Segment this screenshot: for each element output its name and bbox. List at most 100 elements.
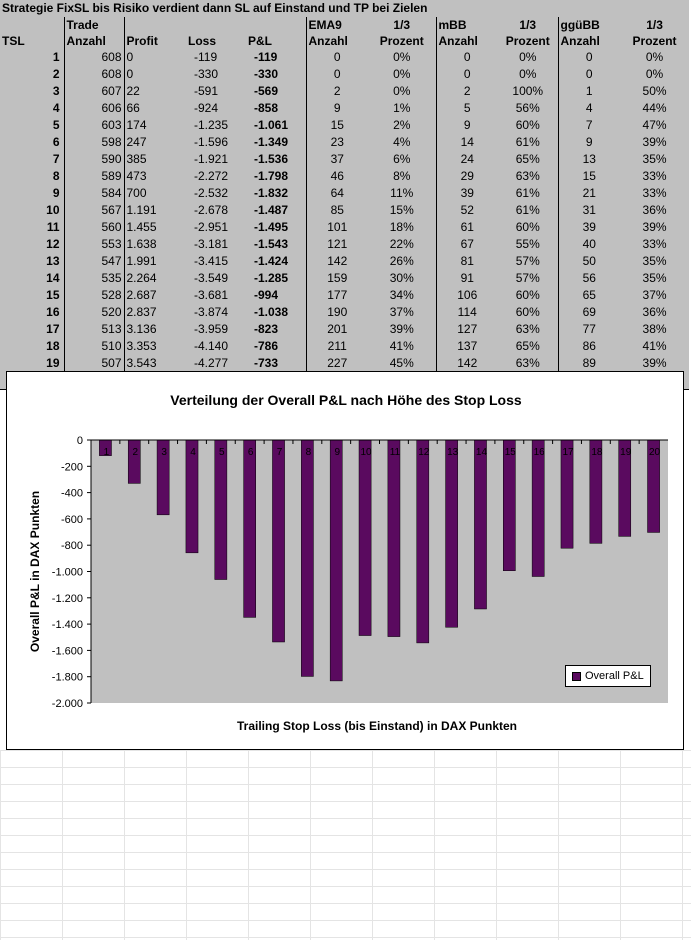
table-cell: 91 xyxy=(435,270,498,287)
table-cell: 4 xyxy=(0,100,65,117)
table-cell: 11% xyxy=(390,186,414,200)
table-cell: 7 xyxy=(557,117,620,134)
x-tick-label: 10 xyxy=(361,447,373,458)
table-cell: 33% xyxy=(642,237,667,251)
header-cell: Loss xyxy=(188,34,217,48)
table-title: Strategie FixSL bis Risiko verdient dann… xyxy=(2,1,428,15)
legend-label: Overall P&L xyxy=(585,670,644,682)
table-row: 16 520 2.837 -3.874 -1.038 190 37% 114 60% 69 36% xyxy=(0,304,689,321)
table-cell: 1 xyxy=(0,49,65,66)
x-tick-label: 6 xyxy=(248,447,254,458)
table-cell: 15 xyxy=(305,117,368,134)
table-cell: 77 xyxy=(557,321,620,338)
table-row: 3 607 22 -591 -569 2 0% 2 100% 1 50% xyxy=(0,83,689,100)
table-row: 12 553 1.638 -3.181 -1.543 121 22% 67 55% 40 33% xyxy=(0,236,689,253)
header-cell: Prozent xyxy=(505,34,550,48)
table-cell: 89 xyxy=(557,355,620,372)
table-cell: -1.235 xyxy=(194,118,229,132)
table-cell: -3.959 xyxy=(194,322,229,336)
table-cell: 56% xyxy=(515,101,540,115)
table-cell: -1.349 xyxy=(246,134,307,151)
table-cell: -1.921 xyxy=(194,152,229,166)
header-cell: P&L xyxy=(248,34,272,48)
table-cell: 106 xyxy=(435,287,498,304)
x-tick-label: 9 xyxy=(334,447,340,458)
table-cell: -3.549 xyxy=(194,271,229,285)
table-cell: -330 xyxy=(194,67,219,81)
table-cell: 1% xyxy=(393,101,411,115)
table-row: 4 606 66 -924 -858 9 1% 5 56% 4 44% xyxy=(0,100,689,117)
y-tick-label: 0 xyxy=(77,435,83,447)
table-cell: -569 xyxy=(246,83,307,100)
table-cell: 0% xyxy=(393,50,411,64)
table-cell: 39% xyxy=(642,356,667,370)
header-cell: 1/3 xyxy=(519,18,537,32)
table-row: 15 528 2.687 -3.681 -994 177 34% 106 60% 65 37% xyxy=(0,287,689,304)
table-cell: 39 xyxy=(435,185,498,202)
bar xyxy=(358,439,372,636)
table-cell: -2.272 xyxy=(194,169,229,183)
table-cell: -1.424 xyxy=(246,253,307,270)
table-cell: 10 xyxy=(0,202,65,219)
table-cell: 190 xyxy=(305,304,368,321)
table-cell: 60% xyxy=(515,118,540,132)
bar xyxy=(243,439,256,618)
header-cell: Anzahl xyxy=(305,33,368,49)
x-tick-label: 2 xyxy=(132,447,138,458)
x-tick-label: 12 xyxy=(418,447,430,458)
table-cell: 3.136 xyxy=(123,321,186,338)
table-row: 9 584 700 -2.532 -1.832 64 11% 39 61% 21 33% xyxy=(0,185,689,202)
table-cell: 0% xyxy=(519,50,537,64)
table-cell: 8% xyxy=(393,169,411,183)
table-cell: -1.038 xyxy=(246,304,307,321)
table-cell: -3.681 xyxy=(194,288,229,302)
table-cell: 127 xyxy=(435,321,498,338)
table-cell: 46 xyxy=(305,168,368,185)
header-cell: Prozent xyxy=(632,34,677,48)
table-cell: 2 xyxy=(305,83,368,100)
table-cell: 520 xyxy=(101,305,122,319)
table-cell: -3.415 xyxy=(194,254,229,268)
table-cell: 227 xyxy=(305,355,368,372)
table-cell: 81 xyxy=(435,253,498,270)
y-tick-label: -400 xyxy=(61,488,83,500)
x-tick-label: 4 xyxy=(190,447,196,458)
empty-sheet-grid xyxy=(0,750,691,940)
header-row-1: Trade EMA9 1/3 mBB 1/3 ggüBB 1/3 xyxy=(0,17,689,33)
table-cell: 37 xyxy=(305,151,368,168)
table-cell: 9 xyxy=(435,117,498,134)
table-cell: 0% xyxy=(393,67,411,81)
y-axis-label: Overall P&L in DAX Punkten xyxy=(28,491,42,652)
table-cell: 63% xyxy=(515,169,540,183)
table-cell: -2.532 xyxy=(194,186,229,200)
table-cell: 44% xyxy=(642,101,667,115)
x-tick-label: 5 xyxy=(219,447,225,458)
table-cell: 211 xyxy=(305,338,368,355)
table-cell: 2.687 xyxy=(123,287,186,304)
table-cell: 547 xyxy=(101,254,122,268)
table-cell: 3.543 xyxy=(123,355,186,372)
header-cell: Prozent xyxy=(379,34,424,48)
table-cell: 0 xyxy=(305,49,368,66)
x-tick-label: 3 xyxy=(161,447,167,458)
x-tick-label: 14 xyxy=(476,447,488,458)
table-cell: 4 xyxy=(557,100,620,117)
header-cell: Anzahl xyxy=(557,33,620,49)
table-cell: 65% xyxy=(515,152,540,166)
table-cell: 14 xyxy=(0,270,65,287)
table-cell: 17 xyxy=(0,321,65,338)
table-cell: 52 xyxy=(435,202,498,219)
table-cell: -733 xyxy=(246,355,307,372)
header-cell: 1/3 xyxy=(646,18,663,32)
x-tick-label: 11 xyxy=(390,447,401,458)
table-cell: -858 xyxy=(246,100,307,117)
table-cell: 67 xyxy=(435,236,498,253)
bar xyxy=(503,439,516,571)
table-cell: 65% xyxy=(515,339,540,353)
x-axis-label: Trailing Stop Loss (bis Einstand) in DAX… xyxy=(237,719,517,733)
table-cell: 33% xyxy=(642,186,667,200)
header-cell: TSL xyxy=(2,34,25,48)
table-cell: -3.181 xyxy=(194,237,229,251)
table-cell: 2 xyxy=(0,66,65,83)
table-cell: 6 xyxy=(0,134,65,151)
